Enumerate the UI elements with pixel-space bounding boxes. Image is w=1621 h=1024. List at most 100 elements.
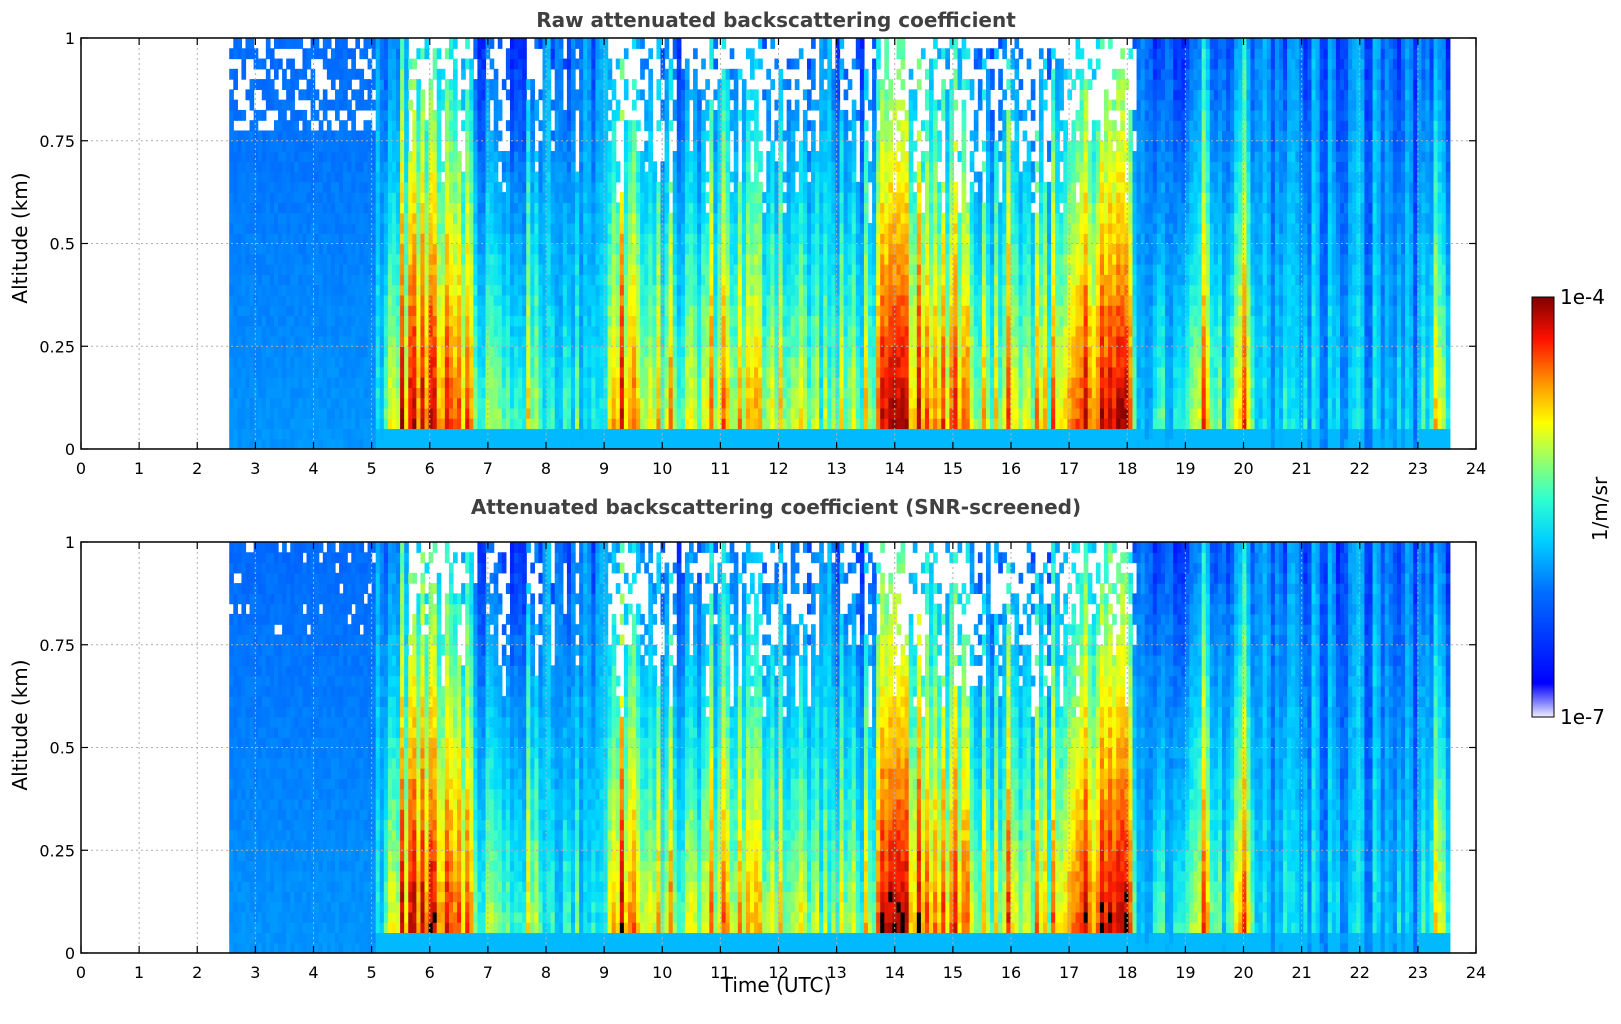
- heatmap-cell: [652, 233, 657, 244]
- heatmap-cell: [266, 264, 271, 275]
- heatmap-cell: [705, 439, 710, 450]
- heatmap-cell: [738, 439, 743, 450]
- heatmap-cell: [709, 244, 714, 255]
- heatmap-cell: [722, 264, 727, 275]
- heatmap-cell: [608, 161, 613, 172]
- heatmap-cell: [481, 315, 486, 326]
- heatmap-cell: [656, 398, 661, 409]
- heatmap-cell: [302, 59, 307, 70]
- heatmap-cell: [713, 254, 718, 265]
- heatmap-cell: [307, 130, 312, 141]
- heatmap-cell: [266, 357, 271, 368]
- heatmap-cell: [331, 439, 336, 450]
- heatmap-cell: [245, 38, 250, 49]
- heatmap-cell: [510, 223, 515, 234]
- heatmap-cell: [477, 367, 482, 378]
- heatmap-cell: [547, 377, 552, 388]
- heatmap-cell: [547, 120, 552, 131]
- heatmap-cell: [779, 213, 784, 224]
- heatmap-cell: [717, 213, 722, 224]
- heatmap-cell: [661, 305, 666, 316]
- heatmap-cell: [425, 398, 430, 409]
- heatmap-cell: [254, 130, 259, 141]
- heatmap-cell: [400, 367, 405, 378]
- heatmap-cell: [746, 254, 751, 265]
- heatmap-cell: [473, 387, 478, 398]
- heatmap-cell: [229, 223, 234, 234]
- heatmap-cell: [355, 418, 360, 429]
- heatmap-cell: [327, 439, 332, 450]
- heatmap-cell: [433, 315, 438, 326]
- heatmap-cell: [766, 336, 771, 347]
- heatmap-cell: [726, 151, 731, 162]
- heatmap-cell: [583, 264, 588, 275]
- heatmap-cell: [579, 151, 584, 162]
- heatmap-cell: [742, 223, 747, 234]
- heatmap-cell: [526, 130, 531, 141]
- heatmap-cell: [412, 213, 417, 224]
- heatmap-cell: [433, 285, 438, 296]
- heatmap-cell: [587, 161, 592, 172]
- heatmap-cell: [250, 151, 255, 162]
- heatmap-cell: [661, 161, 666, 172]
- heatmap-cell: [433, 439, 438, 450]
- heatmap-cell: [274, 439, 279, 450]
- heatmap-cell: [599, 244, 604, 255]
- heatmap-cell: [783, 223, 788, 234]
- heatmap-cell: [595, 377, 600, 388]
- heatmap-cell: [449, 305, 454, 316]
- heatmap-cell: [453, 110, 458, 121]
- heatmap-cell: [449, 254, 454, 265]
- heatmap-cell: [632, 315, 637, 326]
- heatmap-cell: [498, 315, 503, 326]
- heatmap-cell: [620, 336, 625, 347]
- heatmap-cell: [722, 223, 727, 234]
- heatmap-cell: [563, 192, 568, 203]
- heatmap-cell: [730, 326, 735, 337]
- heatmap-cell: [327, 428, 332, 439]
- heatmap-cell: [599, 254, 604, 265]
- heatmap-cell: [298, 305, 303, 316]
- heatmap-cell: [612, 428, 617, 439]
- heatmap-cell: [286, 408, 291, 419]
- heatmap-cell: [620, 305, 625, 316]
- heatmap-cell: [779, 79, 784, 90]
- heatmap-cell: [787, 130, 792, 141]
- heatmap-cell: [368, 346, 373, 357]
- heatmap-cell: [693, 346, 698, 357]
- heatmap-cell: [766, 151, 771, 162]
- heatmap-cell: [726, 202, 731, 213]
- heatmap-cell: [636, 326, 641, 337]
- heatmap-cell: [290, 428, 295, 439]
- heatmap-cell: [233, 346, 238, 357]
- heatmap-cell: [526, 244, 531, 255]
- heatmap-cell: [522, 305, 527, 316]
- heatmap-cell: [363, 315, 368, 326]
- heatmap-cell: [632, 387, 637, 398]
- heatmap-cell: [392, 346, 397, 357]
- heatmap-cell: [400, 295, 405, 306]
- heatmap-cell: [563, 233, 568, 244]
- heatmap-cell: [734, 377, 739, 388]
- heatmap-cell: [579, 182, 584, 193]
- heatmap-cell: [652, 439, 657, 450]
- heatmap-cell: [665, 264, 670, 275]
- heatmap-cell: [591, 408, 596, 419]
- heatmap-cell: [575, 89, 580, 100]
- heatmap-cell: [323, 59, 328, 70]
- heatmap-cell: [469, 120, 474, 131]
- heatmap-cell: [530, 130, 535, 141]
- heatmap-cell: [787, 192, 792, 203]
- heatmap-cell: [640, 233, 645, 244]
- heatmap-cell: [274, 346, 279, 357]
- heatmap-cell: [453, 305, 458, 316]
- heatmap-cell: [608, 120, 613, 131]
- heatmap-cell: [758, 439, 763, 450]
- heatmap-cell: [726, 223, 731, 234]
- heatmap-cell: [518, 38, 523, 49]
- heatmap-cell: [465, 120, 470, 131]
- heatmap-cell: [779, 151, 784, 162]
- heatmap-cell: [795, 305, 800, 316]
- heatmap-cell: [779, 346, 784, 357]
- heatmap-cell: [351, 305, 356, 316]
